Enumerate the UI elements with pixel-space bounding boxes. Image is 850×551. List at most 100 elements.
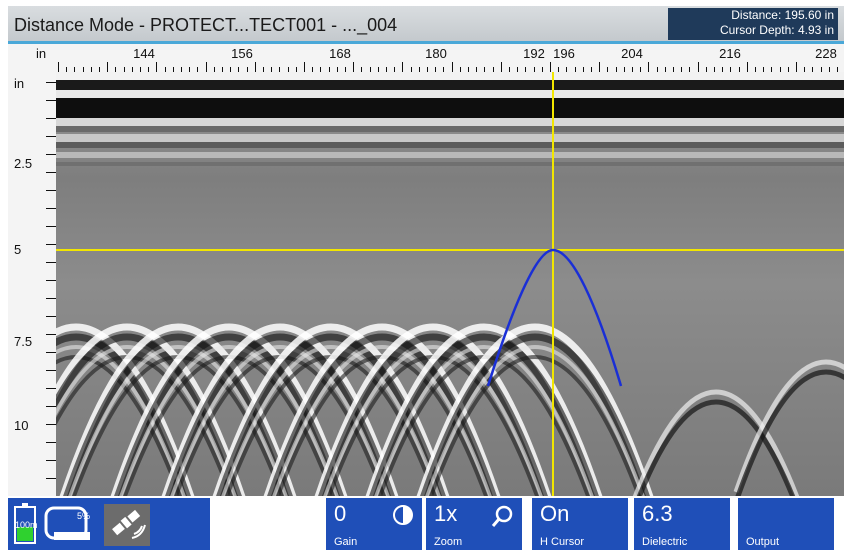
ruler-tick	[517, 67, 519, 72]
dielectric-value: 6.3	[642, 501, 673, 526]
ruler-label: 196	[553, 46, 575, 61]
ruler-tick	[755, 67, 756, 72]
depth-tick	[46, 334, 56, 335]
zoom-control[interactable]: 1x Zoom	[426, 498, 522, 550]
ruler-tick	[99, 67, 100, 72]
ruler-label: 156	[231, 46, 253, 61]
dielectric-control[interactable]: 6.3 Dielectric	[634, 498, 730, 550]
depth-tick	[46, 100, 56, 101]
reflection-hyperbola	[56, 333, 242, 496]
ruler-tick	[435, 67, 437, 72]
depth-tick	[46, 208, 56, 209]
ruler-tick	[369, 67, 371, 72]
output-label: Output	[746, 536, 780, 548]
ruler-tick	[345, 67, 346, 72]
ruler-tick	[197, 67, 199, 72]
reflection-hyperbola	[369, 333, 599, 496]
ruler-tick	[541, 67, 543, 72]
ruler-tick	[304, 62, 305, 72]
ruler-tick	[410, 67, 412, 72]
ruler-tick	[591, 67, 592, 72]
ruler-tick	[714, 67, 715, 72]
h-cursor-value: On	[540, 501, 570, 526]
reflection-hyperbola	[263, 323, 501, 496]
ruler-tick	[230, 67, 232, 72]
ruler-tick	[771, 67, 773, 72]
ruler-tick	[623, 67, 625, 72]
reflection-hyperbola	[216, 333, 446, 496]
magnifier-icon	[490, 504, 514, 533]
reflection-hyperbola	[56, 323, 195, 496]
ruler-tick	[156, 62, 158, 72]
ruler-tick	[509, 67, 510, 72]
depth-tick	[46, 424, 56, 425]
depth-tick	[46, 154, 56, 155]
gain-label: Gain	[334, 536, 358, 548]
ruler-tick	[705, 67, 707, 72]
reflection-hyperbola	[221, 345, 441, 496]
depth-tick	[46, 370, 56, 371]
ruler-tick	[656, 67, 658, 72]
ruler-tick	[828, 67, 830, 72]
ruler-tick	[632, 67, 633, 72]
ruler-tick	[213, 67, 215, 72]
reflection-hyperbola	[267, 333, 497, 496]
ruler-tick	[328, 67, 330, 72]
depth-tick	[46, 136, 56, 137]
radargram-image[interactable]	[56, 72, 844, 496]
gain-control[interactable]: 0 Gain	[326, 498, 422, 550]
battery-label: 100m	[15, 520, 38, 530]
reflection-hyperbola	[165, 333, 395, 496]
reflection-hyperbola	[735, 369, 844, 496]
depth-label: 5	[14, 242, 22, 257]
ruler-tick	[582, 67, 584, 72]
cursor-depth-readout: Cursor Depth: 4.93 in	[719, 23, 834, 37]
ruler-tick	[525, 67, 527, 72]
reflection-hyperbola	[323, 345, 543, 496]
reflection-hyperbola	[56, 345, 186, 496]
depth-tick	[46, 226, 56, 227]
depth-scale: in 2.5 5 7.5 10	[8, 72, 57, 496]
reflection-hyperbola	[56, 323, 246, 496]
ruler-tick	[468, 67, 469, 72]
depth-label: 7.5	[14, 334, 33, 349]
h-cursor-control[interactable]: On H Cursor	[532, 498, 628, 550]
ruler-label: 204	[621, 46, 643, 61]
ruler-tick	[664, 67, 666, 72]
radargram-view[interactable]	[56, 72, 844, 496]
ruler-tick	[763, 67, 765, 72]
ruler-tick	[246, 67, 248, 72]
depth-tick	[46, 406, 56, 407]
reflection-hyperbola	[314, 323, 552, 496]
ruler-tick	[566, 67, 568, 72]
ruler-label: 168	[329, 46, 351, 61]
ruler-tick	[320, 67, 322, 72]
depth-tick	[46, 352, 56, 353]
ruler-tick	[205, 62, 207, 72]
ruler-tick	[615, 67, 617, 72]
depth-label: 10	[14, 418, 29, 433]
depth-tick	[46, 316, 56, 317]
status-panel: 100m 5%	[8, 498, 210, 550]
h-cursor-label: H Cursor	[540, 536, 585, 548]
reflection-hyperbola	[56, 345, 237, 496]
output-control[interactable]: Output	[738, 498, 834, 550]
ruler-tick	[312, 67, 314, 72]
depth-tick	[46, 244, 56, 245]
ruler-tick	[492, 67, 494, 72]
reflection-hyperbola	[110, 323, 348, 496]
ruler-tick	[189, 67, 191, 72]
depth-tick	[46, 388, 56, 389]
ruler-label: 144	[133, 46, 155, 61]
ruler-tick	[779, 67, 781, 72]
ruler-tick	[558, 67, 560, 72]
battery-icon: 100m	[14, 503, 38, 544]
ruler-tick	[222, 67, 223, 72]
storage-label: 5%	[76, 511, 90, 521]
ruler-tick	[82, 67, 84, 72]
ruler-tick	[500, 62, 502, 72]
contrast-icon	[392, 504, 414, 531]
ruler-tick	[746, 62, 748, 72]
depth-label: 2.5	[14, 156, 33, 171]
depth-tick	[46, 262, 56, 263]
